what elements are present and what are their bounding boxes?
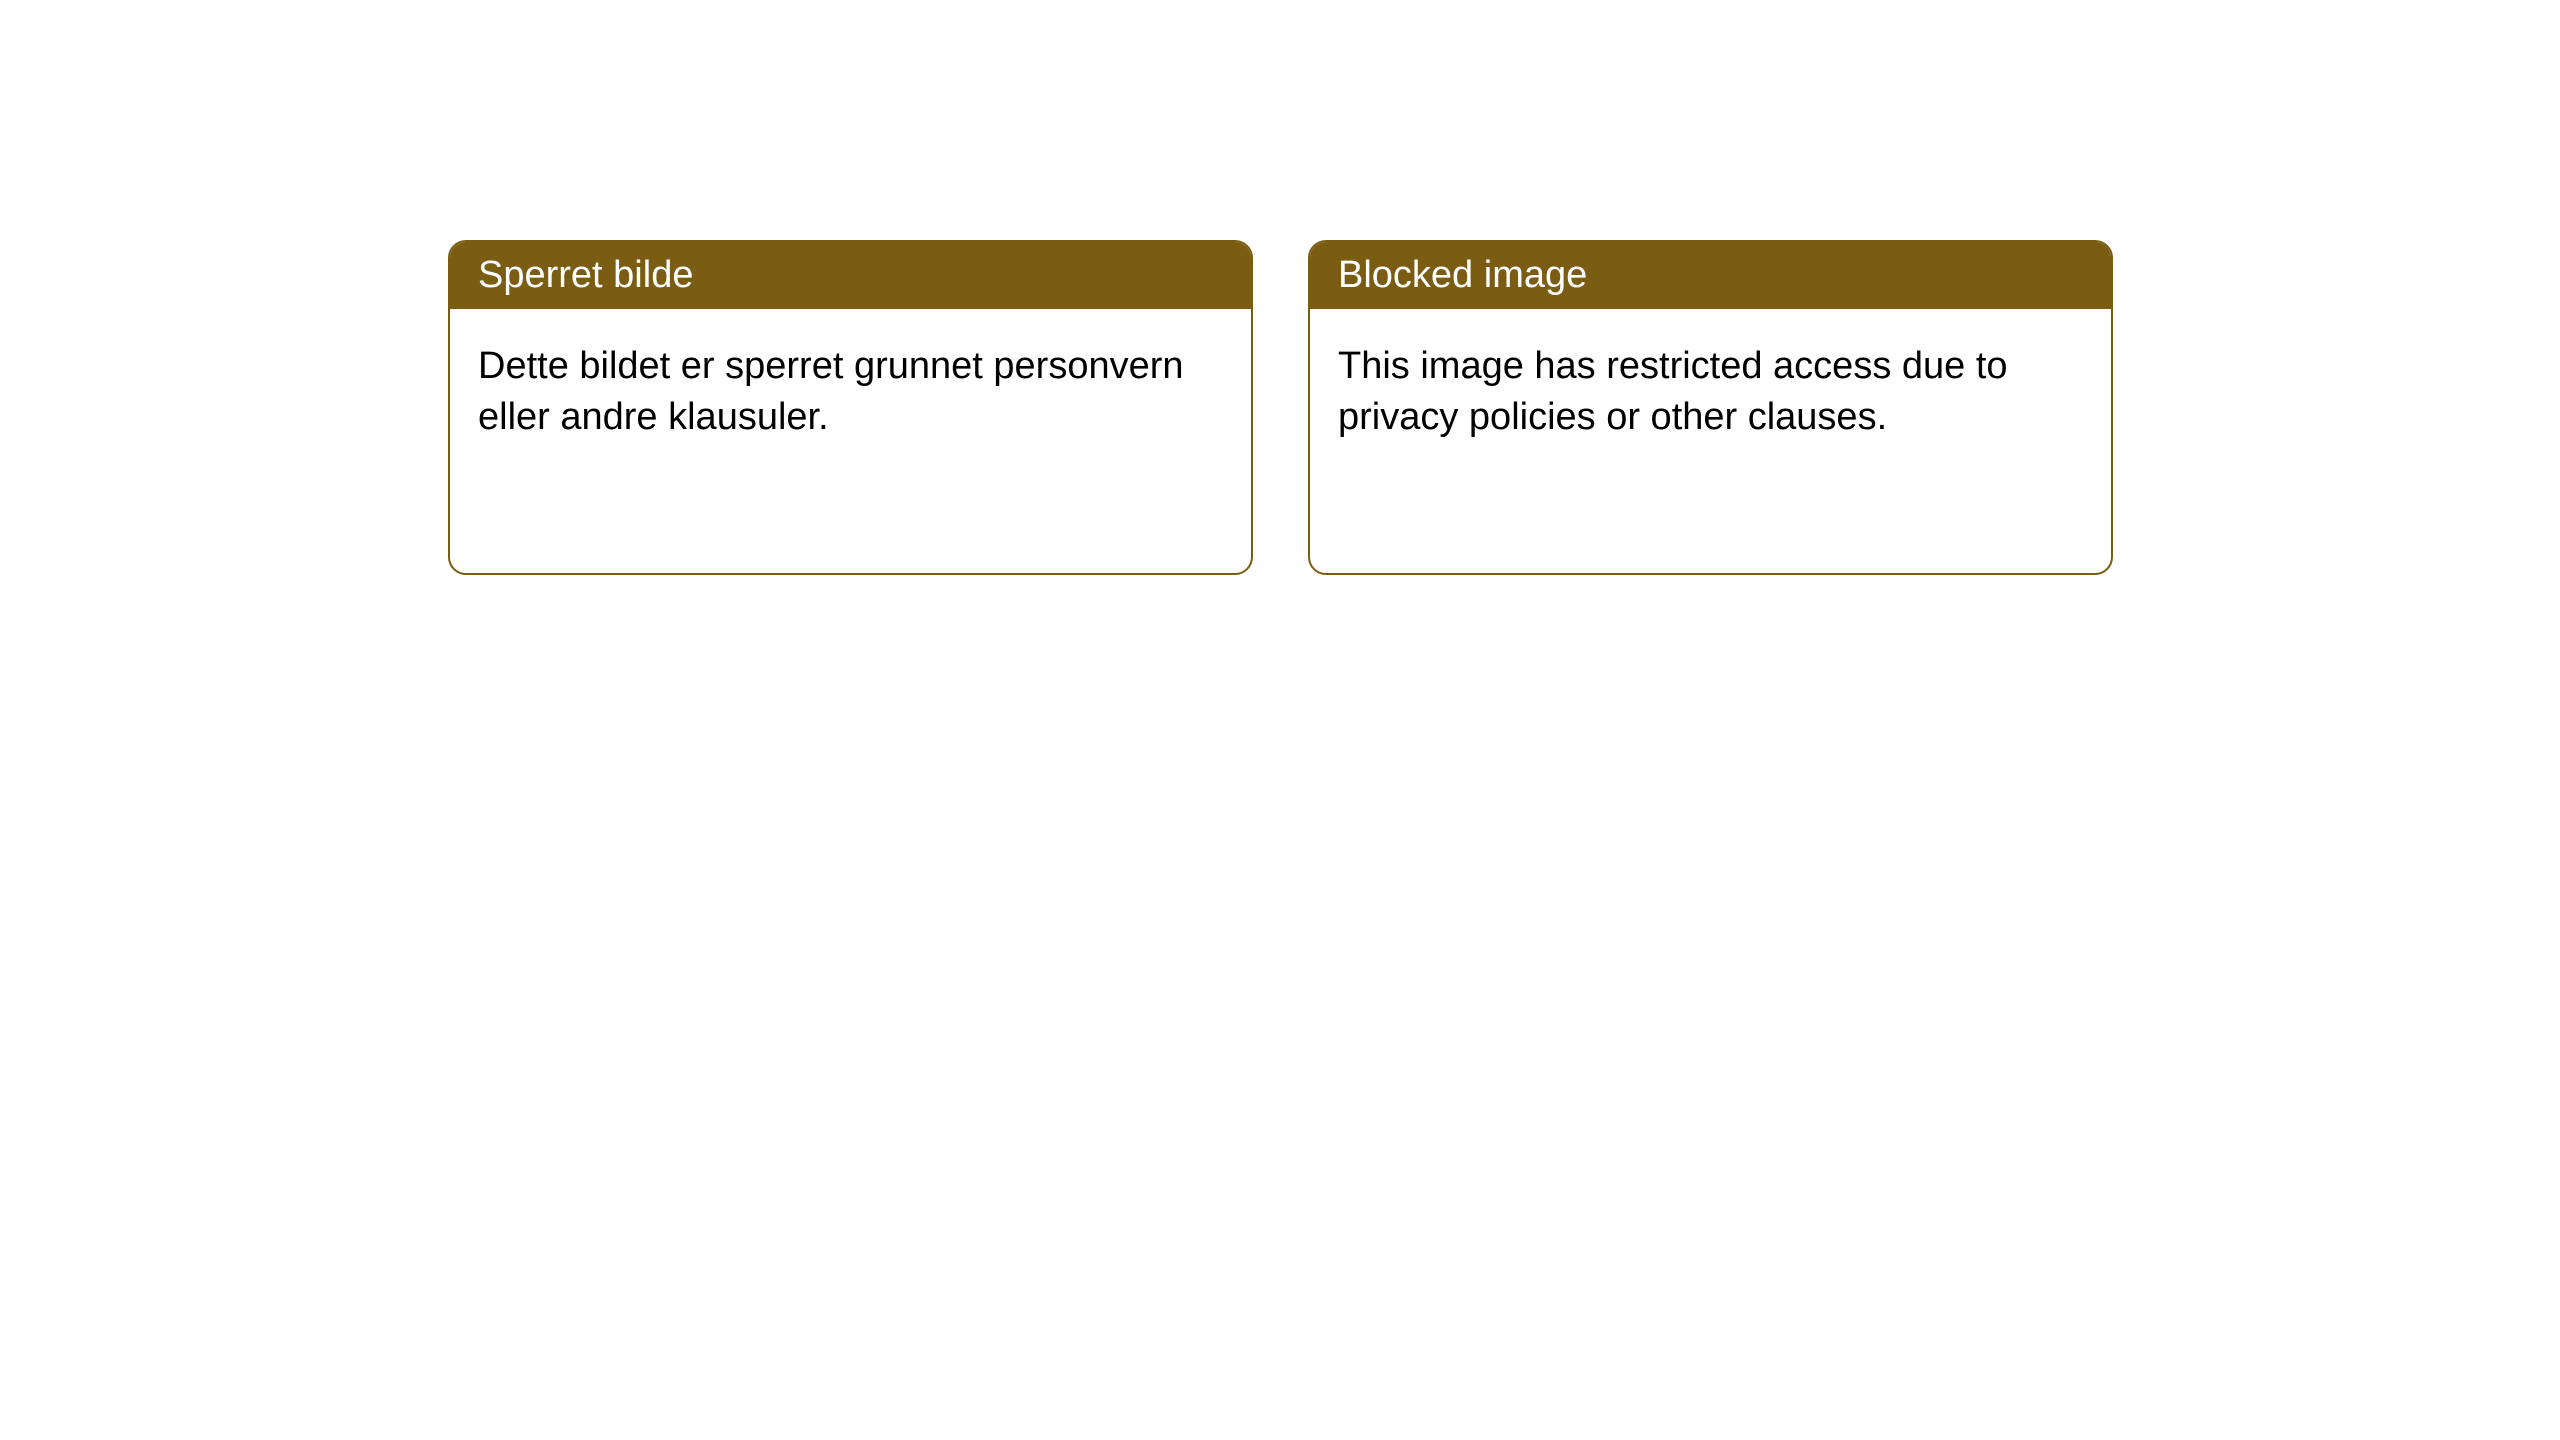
notice-cards-container: Sperret bilde Dette bildet er sperret gr… bbox=[448, 240, 2113, 575]
notice-card-header: Blocked image bbox=[1310, 242, 2111, 309]
notice-card-body: This image has restricted access due to … bbox=[1310, 309, 2111, 476]
notice-card-body: Dette bildet er sperret grunnet personve… bbox=[450, 309, 1251, 476]
notice-card-norwegian: Sperret bilde Dette bildet er sperret gr… bbox=[448, 240, 1253, 575]
notice-card-english: Blocked image This image has restricted … bbox=[1308, 240, 2113, 575]
notice-card-header: Sperret bilde bbox=[450, 242, 1251, 309]
